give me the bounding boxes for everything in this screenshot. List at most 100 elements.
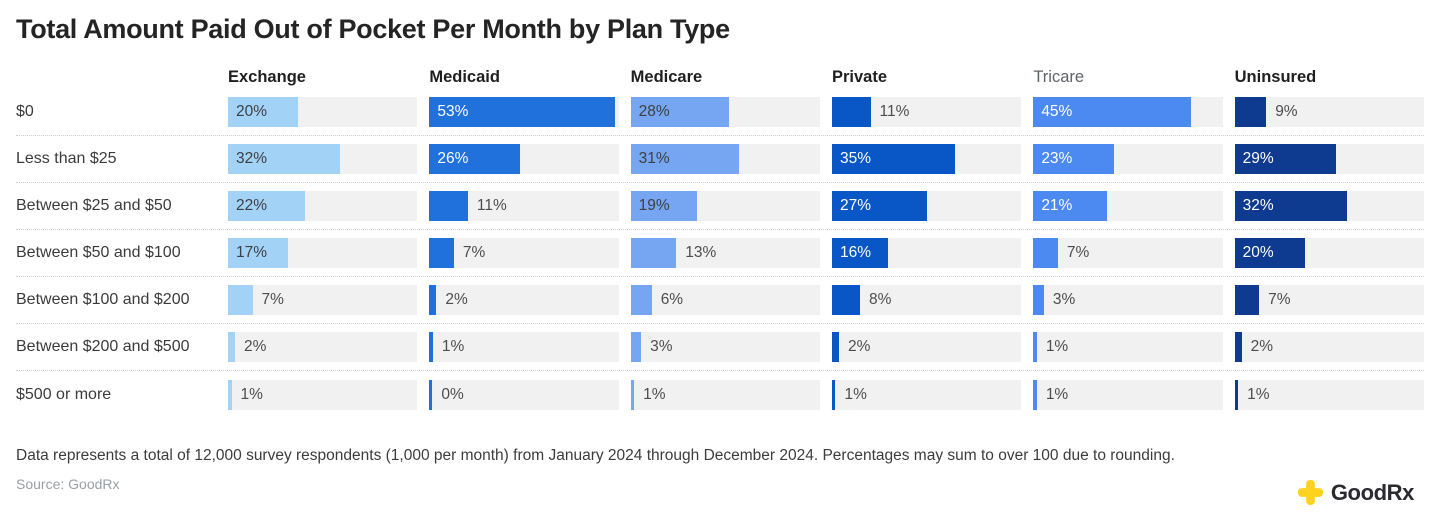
- bar-track: 22%: [228, 191, 418, 222]
- value-label: 31%: [638, 150, 670, 168]
- chart-cell-medicare: 6%: [630, 285, 820, 316]
- bar-uninsured: 29%: [1234, 144, 1337, 175]
- bar-private: [831, 379, 836, 410]
- bar-track: 7%: [1234, 285, 1424, 316]
- bar-medicaid: 53%: [429, 97, 616, 128]
- table-row: Between $25 and $50 22% 11% 19% 27% 21% 32%: [16, 183, 1424, 231]
- value-label: 8%: [869, 291, 892, 309]
- bar-uninsured: [1234, 97, 1267, 128]
- chart-cell-medicaid: 26%: [429, 144, 619, 175]
- chart-cell-private: 1%: [831, 379, 1022, 410]
- column-header-uninsured: Uninsured: [1234, 68, 1317, 87]
- chart-cell-tricare: 45%: [1033, 97, 1223, 128]
- bar-track: 7%: [228, 285, 418, 316]
- bar-track: 2%: [429, 285, 619, 316]
- chart-cell-tricare: 7%: [1033, 238, 1223, 269]
- row-label: $500 or more: [16, 385, 112, 403]
- bar-track: 28%: [630, 97, 820, 128]
- bar-track: 27%: [831, 191, 1022, 222]
- value-label: 26%: [437, 150, 469, 168]
- bar-track: 7%: [429, 238, 619, 269]
- row-label: Between $200 and $500: [16, 338, 190, 356]
- chart-cell-exchange: 22%: [228, 191, 418, 222]
- value-label: 32%: [236, 150, 268, 168]
- chart-cell-uninsured: 7%: [1234, 285, 1424, 316]
- value-label: 17%: [236, 244, 268, 262]
- value-label: 20%: [236, 103, 268, 121]
- row-label: Between $50 and $100: [16, 244, 181, 262]
- bar-track: 8%: [831, 285, 1022, 316]
- value-label: 7%: [462, 244, 486, 262]
- plus-icon: [1297, 479, 1323, 506]
- value-label: 35%: [839, 150, 872, 168]
- chart-cell-tricare: 21%: [1033, 191, 1223, 222]
- value-label: 1%: [844, 385, 867, 403]
- table-row: Between $50 and $100 17% 7% 13% 16% 7% 20%: [16, 230, 1424, 278]
- bar-track: 1%: [429, 332, 619, 363]
- bar-track: 7%: [1033, 238, 1223, 269]
- bar-track: 6%: [630, 285, 820, 316]
- chart-cell-private: 35%: [831, 144, 1022, 175]
- chart-cell-medicaid: 2%: [429, 285, 619, 316]
- goodrx-logo-text: GoodRx: [1330, 479, 1415, 505]
- bar-track: 1%: [228, 379, 418, 410]
- bar-track: 29%: [1234, 144, 1424, 175]
- table-row: $0 20% 53% 28% 11% 45% 9%: [16, 89, 1424, 137]
- bar-track: 1%: [1033, 332, 1223, 363]
- bar-track: 20%: [228, 97, 418, 128]
- chart-cell-exchange: 2%: [228, 332, 418, 363]
- value-label: 11%: [476, 197, 507, 215]
- chart-cell-medicaid: 53%: [429, 97, 619, 128]
- value-label: 29%: [1242, 150, 1274, 168]
- value-label: 13%: [685, 244, 717, 262]
- chart-cell-uninsured: 1%: [1234, 379, 1424, 410]
- value-label: 45%: [1041, 103, 1073, 121]
- bar-exchange: 20%: [228, 97, 299, 128]
- value-label: 3%: [1052, 291, 1076, 309]
- chart-cell-exchange: 7%: [228, 285, 418, 316]
- bar-track: 20%: [1234, 238, 1424, 269]
- chart-cell-medicare: 28%: [630, 97, 820, 128]
- value-label: 2%: [1250, 338, 1274, 356]
- bar-track: 11%: [429, 191, 619, 222]
- value-label: 0%: [441, 385, 464, 403]
- footnote: Data represents a total of 12,000 survey…: [16, 447, 1175, 465]
- value-label: 19%: [638, 197, 670, 215]
- column-header-medicare: Medicare: [630, 68, 703, 87]
- bar-exchange: [228, 379, 232, 410]
- chart-cell-exchange: 17%: [228, 238, 418, 269]
- chart-cell-tricare: 1%: [1033, 332, 1223, 363]
- bar-medicare: [630, 379, 635, 410]
- column-header-row: Exchange Medicaid Medicare Private Tricare Un…: [16, 61, 1424, 87]
- column-header-tricare: Tricare: [1033, 68, 1085, 87]
- value-label: 1%: [1247, 385, 1270, 403]
- chart-cell-uninsured: 9%: [1234, 97, 1424, 128]
- bar-tricare: 23%: [1033, 144, 1114, 175]
- chart-cell-uninsured: 20%: [1234, 238, 1424, 269]
- bar-track: 35%: [831, 144, 1022, 175]
- chart-cell-tricare: 1%: [1033, 379, 1223, 410]
- value-label: 6%: [660, 291, 684, 309]
- value-label: 7%: [1066, 244, 1090, 262]
- bar-tricare: [1033, 379, 1037, 410]
- bar-track: 3%: [1033, 285, 1223, 316]
- bar-tricare: 21%: [1033, 191, 1107, 222]
- value-label: 2%: [244, 338, 267, 356]
- bar-track: 1%: [1033, 379, 1223, 410]
- column-header-medicaid: Medicaid: [429, 68, 500, 87]
- value-label: 2%: [847, 338, 871, 356]
- value-label: 9%: [1275, 103, 1298, 121]
- bar-exchange: 22%: [228, 191, 306, 222]
- bar-track: 31%: [630, 144, 820, 175]
- table-row: $500 or more 1% 0% 1% 1% 1% 1%: [16, 371, 1424, 418]
- table-row: Less than $25 32% 26% 31% 35% 23% 29%: [16, 136, 1424, 184]
- chart-cell-medicaid: 11%: [429, 191, 619, 222]
- bar-exchange: [228, 332, 235, 363]
- value-label: 22%: [236, 197, 268, 215]
- value-label: 3%: [650, 338, 673, 356]
- bar-track: 19%: [630, 191, 820, 222]
- bar-track: 26%: [429, 144, 619, 175]
- table-row: Between $100 and $200 7% 2% 6% 8% 3% 7%: [16, 277, 1424, 325]
- value-label: 7%: [261, 291, 284, 309]
- bar-track: 1%: [831, 379, 1022, 410]
